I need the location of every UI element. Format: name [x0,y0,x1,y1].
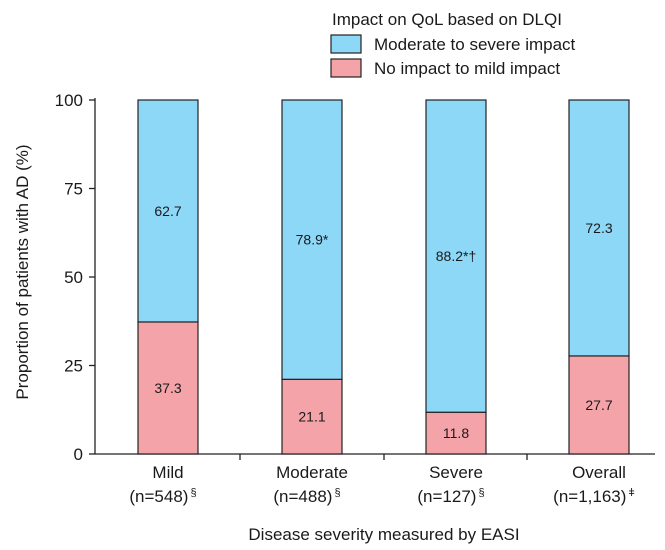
x-tick-label: Mild [152,463,183,482]
y-axis-title: Proportion of patients with AD (%) [13,144,32,399]
legend-swatch [330,58,362,78]
data-label: 72.3 [585,220,612,236]
data-labels: 37.3 62.7 21.1 78.9* 11.8 88.2*† 27.7 72.3 [154,203,612,441]
bar-segment [281,99,343,380]
legend-title: Impact on QoL based on DLQI [332,10,562,29]
data-label: 88.2*† [436,248,476,264]
x-tick-label: Severe [429,463,483,482]
y-tick-label: 50 [64,268,83,287]
x-tick-label: Moderate [276,463,348,482]
data-label: 78.9* [296,232,329,248]
x-axis-title: Disease severity measured by EASI [248,525,519,544]
data-label: 27.7 [585,397,612,413]
bar-segment [281,378,343,455]
x-tick-sample-size: (n=548) § [129,487,196,506]
x-tick-label: Overall [572,463,626,482]
legend-label: Moderate to severe impact [374,35,576,54]
bar-segment [568,99,630,357]
data-label: 21.1 [298,409,325,425]
y-tick-label: 75 [64,180,83,199]
x-tick-sample-size: (n=1,163) ǂ [553,487,635,506]
data-label: 11.8 [443,425,469,441]
data-label: 62.7 [154,203,181,219]
x-tick-sample-size: (n=127) § [417,487,484,506]
legend-label: No impact to mild impact [374,59,560,78]
bar-segment [137,99,199,323]
bar-segment [568,355,630,455]
bars [137,99,630,455]
axes: 0 25 50 75 100 Mild (n=548) § Moderate (n=488) § Se… [55,91,655,506]
bar-segment [425,99,487,413]
legend-swatch [330,34,362,54]
bar-segment [137,321,199,455]
y-tick-label: 25 [64,357,83,376]
legend: Impact on QoL based on DLQI Moderate to … [330,10,576,78]
x-tick-sample-size: (n=488) § [273,487,340,506]
bar-segment [425,411,487,455]
y-tick-label: 0 [74,445,83,464]
data-label: 37.3 [154,380,181,396]
y-tick-label: 100 [55,91,83,110]
